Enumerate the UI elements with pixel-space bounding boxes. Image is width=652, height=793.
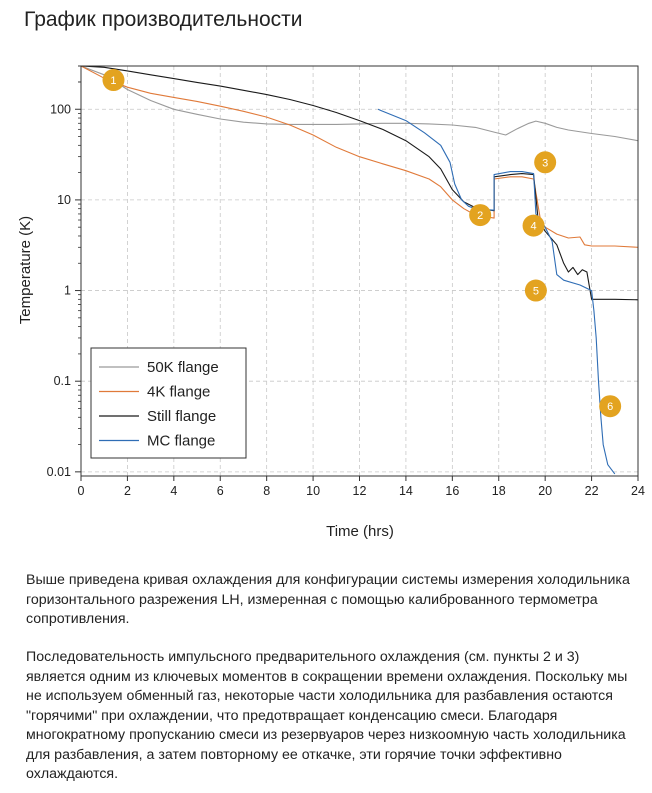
x-tick-label: 24 bbox=[631, 484, 645, 498]
x-tick-label: 10 bbox=[306, 484, 320, 498]
x-tick-label: 8 bbox=[263, 484, 270, 498]
description-paragraph-1: Выше приведена кривая охлаждения для кон… bbox=[26, 571, 636, 630]
x-tick-label: 16 bbox=[445, 484, 459, 498]
x-tick-label: 12 bbox=[353, 484, 367, 498]
y-tick-label: 1 bbox=[64, 284, 71, 298]
x-tick-label: 22 bbox=[585, 484, 599, 498]
y-tick-label: 0.01 bbox=[47, 465, 71, 479]
legend-label: MC flange bbox=[147, 433, 215, 450]
x-tick-label: 18 bbox=[492, 484, 506, 498]
y-tick-label: 10 bbox=[57, 193, 71, 207]
annotation-label-3: 3 bbox=[542, 157, 548, 169]
legend-label: Still flange bbox=[147, 408, 216, 425]
x-tick-label: 6 bbox=[217, 484, 224, 498]
annotation-label-5: 5 bbox=[533, 286, 539, 298]
x-tick-label: 4 bbox=[170, 484, 177, 498]
annotation-label-4: 4 bbox=[531, 221, 537, 233]
annotation-label-6: 6 bbox=[607, 401, 613, 413]
y-tick-label: 0.1 bbox=[54, 374, 71, 388]
x-tick-label: 2 bbox=[124, 484, 131, 498]
legend-label: 4K flange bbox=[147, 384, 210, 401]
chart-legend: 50K flange 4K flange Still flange MC flange bbox=[91, 348, 246, 458]
legend-label: 50K flange bbox=[147, 359, 219, 376]
x-tick-label: 0 bbox=[78, 484, 85, 498]
y-axis-label: Temperature (K) bbox=[17, 216, 34, 324]
x-tick-label: 20 bbox=[538, 484, 552, 498]
y-tick-label: 100 bbox=[50, 102, 71, 116]
x-axis-label: Time (hrs) bbox=[326, 523, 394, 540]
series-line-mc-flange bbox=[378, 109, 615, 474]
annotation-label-2: 2 bbox=[477, 210, 483, 222]
description-paragraph-2: Последовательность импульсного предварит… bbox=[26, 648, 636, 785]
annotation-label-1: 1 bbox=[110, 75, 116, 87]
x-tick-label: 14 bbox=[399, 484, 413, 498]
